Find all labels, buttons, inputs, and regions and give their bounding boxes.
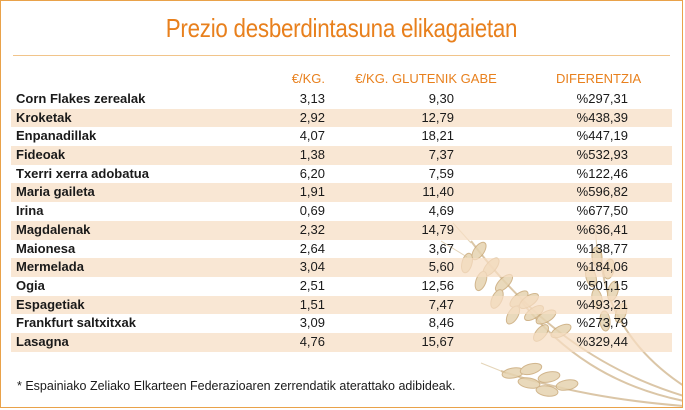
product-name: Maionesa [16, 240, 76, 256]
table-row: Ogia 2,51 12,56 %501,15 [11, 277, 672, 296]
price-per-kg: 2,32 [299, 221, 325, 237]
price-difference: %447,19 [576, 128, 628, 144]
gluten-free-price-per-kg: 5,60 [428, 259, 454, 275]
table-row: Kroketak 2,92 12,79 %438,39 [11, 108, 672, 128]
price-per-kg: 0,69 [299, 203, 325, 219]
gluten-free-price-per-kg: 18,21 [421, 128, 454, 144]
price-difference: %636,41 [576, 221, 628, 237]
gluten-free-price-per-kg: 7,59 [428, 165, 454, 181]
column-header-difference: DIFERENTZIA [556, 71, 642, 86]
table-row: Corn Flakes zerealak 3,13 9,30 %297,31 [11, 90, 672, 109]
gluten-free-price-per-kg: 8,46 [428, 315, 454, 331]
table-row: Magdalenak 2,32 14,79 %636,41 [11, 220, 672, 240]
price-per-kg: 1,51 [299, 296, 325, 312]
title-divider [13, 55, 670, 56]
price-per-kg: 3,04 [299, 259, 325, 275]
gluten-free-price-per-kg: 4,69 [428, 203, 454, 219]
gluten-free-price-per-kg: 11,40 [422, 184, 454, 200]
product-name: Irina [16, 203, 44, 219]
table-row: Frankfurt saltxitxak 3,09 8,46 %273,79 [11, 314, 672, 333]
product-name: Enpanadillak [16, 128, 97, 144]
product-name: Magdalenak [16, 221, 91, 237]
price-difference: %677,50 [576, 203, 628, 219]
price-per-kg: 2,51 [299, 277, 325, 293]
price-difference: %122,46 [576, 165, 628, 181]
gluten-free-price-per-kg: 7,47 [428, 296, 454, 312]
price-per-kg: 3,13 [299, 91, 325, 106]
price-difference: %501,15 [576, 277, 628, 293]
price-difference: %273,79 [576, 315, 628, 331]
price-difference: %438,39 [576, 109, 628, 125]
product-name: Espagetiak [16, 296, 85, 312]
price-per-kg: 2,64 [299, 240, 325, 256]
price-difference: %184,06 [576, 259, 628, 275]
gluten-free-price-per-kg: 9,30 [428, 91, 454, 106]
price-difference: %329,44 [576, 333, 628, 349]
gluten-free-price-per-kg: 12,56 [421, 277, 454, 293]
table-row: Mermelada 3,04 5,60 %184,06 [11, 258, 672, 277]
price-per-kg: 1,38 [299, 147, 325, 163]
gluten-free-price-per-kg: 12,79 [421, 109, 454, 125]
gluten-free-price-per-kg: 14,79 [421, 221, 454, 237]
product-name: Kroketak [16, 109, 72, 125]
table-row: Espagetiak 1,51 7,47 %493,21 [11, 295, 672, 315]
gluten-free-price-per-kg: 3,67 [428, 240, 454, 256]
table-row: Maria gaileta 1,91 11,40 %596,82 [11, 183, 672, 203]
column-header-price: €/KG. [291, 71, 325, 86]
product-name: Maria gaileta [16, 184, 95, 200]
product-name: Lasagna [16, 333, 69, 349]
product-name: Fideoak [16, 147, 66, 163]
price-table: Corn Flakes zerealak 3,13 9,30 %297,31 Kroke… [11, 90, 672, 352]
table-row: Lasagna 4,76 15,67 %329,44 [11, 332, 672, 352]
product-name: Mermelada [16, 259, 84, 275]
price-difference: %532,93 [576, 147, 628, 163]
price-per-kg: 4,76 [299, 333, 325, 349]
product-name: Ogia [16, 277, 45, 293]
gluten-free-price-per-kg: 7,37 [428, 147, 454, 163]
gluten-free-price-per-kg: 15,67 [421, 333, 454, 349]
table-row: Fideoak 1,38 7,37 %532,93 [11, 146, 672, 165]
table-row: Txerri xerra adobatua 6,20 7,59 %122,46 [11, 165, 672, 184]
table-row: Irina 0,69 4,69 %677,50 [11, 202, 672, 221]
price-per-kg: 4,07 [299, 128, 325, 144]
price-difference: %493,21 [576, 296, 628, 312]
price-per-kg: 3,09 [299, 315, 325, 331]
footnote: * Espainiako Zeliako Elkarteen Federazio… [17, 379, 456, 393]
table-header: €/KG. €/KG. GLUTENIK GABE DIFERENTZIA [1, 71, 682, 89]
price-per-kg: 6,20 [299, 165, 325, 181]
page-title: Prezio desberdintasuna elikagaietan [165, 13, 518, 43]
price-difference: %596,82 [576, 184, 628, 200]
price-difference: %297,31 [576, 91, 628, 106]
column-header-gluten-free-price: €/KG. GLUTENIK GABE [355, 71, 497, 86]
product-name: Corn Flakes zerealak [16, 91, 146, 106]
product-name: Txerri xerra adobatua [16, 165, 149, 181]
price-per-kg: 1,91 [299, 184, 325, 200]
price-per-kg: 2,92 [299, 109, 325, 125]
price-difference: %138,77 [576, 240, 628, 256]
table-row: Maionesa 2,64 3,67 %138,77 [11, 240, 672, 259]
product-name: Frankfurt saltxitxak [16, 315, 136, 331]
table-row: Enpanadillak 4,07 18,21 %447,19 [11, 127, 672, 146]
